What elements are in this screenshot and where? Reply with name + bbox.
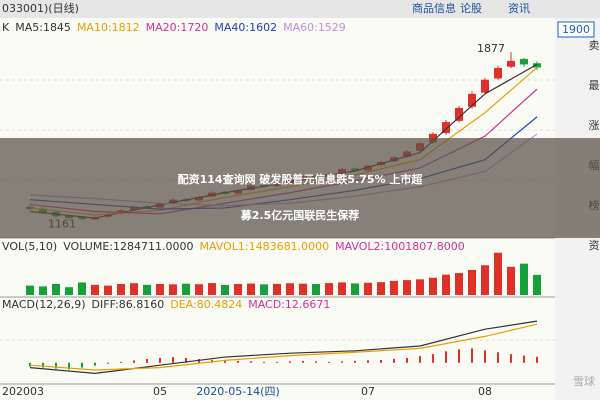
x-tick-label: 08 — [478, 385, 492, 398]
volume-bar — [468, 269, 476, 295]
legend-entry: VOLUME:1284711.0000 — [63, 240, 193, 253]
volume-bar — [260, 284, 268, 295]
volume-bar — [351, 283, 359, 295]
volume-bar — [52, 284, 60, 295]
candle-body — [442, 122, 450, 134]
candle-body — [494, 67, 502, 79]
volume-bar — [26, 285, 34, 295]
volume-bar — [221, 284, 229, 295]
legend-entry: MAVOL2:1001807.8000 — [335, 240, 465, 253]
volume-bar — [273, 283, 281, 295]
headline: 配资114查询网 破发股普元信息跌5.75% 上市超 — [178, 172, 424, 186]
volume-bar — [234, 284, 242, 295]
volume-bar — [481, 265, 489, 295]
volume-bar — [169, 284, 177, 295]
volume-bar — [195, 284, 203, 295]
legend-entry: MACD(12,26,9) — [2, 298, 86, 311]
volume-bar — [338, 282, 346, 295]
headline-band — [0, 138, 600, 238]
tab[interactable]: 资讯 — [508, 2, 530, 15]
volume-bar — [39, 286, 47, 295]
volume-bar — [403, 280, 411, 295]
volume-bar — [507, 266, 515, 295]
candle-body — [520, 59, 528, 65]
sidebar-item[interactable]: 涨 — [589, 119, 600, 132]
macd-line — [29, 320, 538, 374]
legend-entry: MA60:1529 — [283, 21, 346, 34]
volume-bar — [377, 282, 385, 295]
legend-entry: MA20:1720 — [146, 21, 209, 34]
candle-body — [481, 79, 489, 93]
x-tick-label: 05 — [153, 385, 167, 398]
x-tick-label: 2020-05-14(四) — [196, 385, 280, 398]
watermark: 雪球 — [573, 374, 595, 388]
legend-entry: DEA:80.4824 — [170, 298, 242, 311]
macd-line — [29, 323, 538, 371]
tab[interactable]: 商品信息 — [412, 1, 456, 15]
volume-bar — [130, 283, 138, 295]
volume-bar — [494, 252, 502, 295]
volume-bar — [325, 283, 333, 295]
legend-entry: MA10:1812 — [77, 21, 140, 34]
volume-bar — [312, 284, 320, 295]
volume-bar — [78, 282, 86, 295]
volume-bar — [429, 277, 437, 295]
legend-entry: MAVOL1:1483681.0000 — [199, 240, 329, 253]
volume-bar — [208, 283, 216, 295]
volume-bar — [390, 280, 398, 295]
headline: 募2.5亿元国联民生保荐 — [240, 208, 360, 222]
candle-body — [455, 107, 463, 121]
legend-entry: VOL(5,10) — [2, 240, 57, 253]
volume-bar — [364, 282, 372, 295]
annotation: 1877 — [477, 42, 505, 55]
legend-entry: MA5:1845 — [15, 21, 71, 34]
title-bar — [0, 0, 600, 18]
candle-body — [468, 93, 476, 107]
legend-entry: MACD:12.6671 — [248, 298, 330, 311]
x-tick-label: 07 — [361, 385, 375, 398]
sidebar-item[interactable]: 最 — [589, 79, 600, 92]
sidebar-item[interactable]: 资 — [589, 239, 600, 252]
volume-bar — [533, 274, 541, 295]
volume-bar — [520, 263, 528, 295]
volume-bar — [299, 283, 307, 295]
price-box — [557, 21, 595, 38]
volume-bar — [143, 284, 151, 295]
volume-bar — [286, 283, 294, 295]
x-tick-label: 202003 — [2, 385, 44, 398]
legend-entry: DIFF:86.8160 — [92, 298, 165, 311]
volume-bar — [182, 283, 190, 295]
candle-body — [533, 63, 541, 68]
price-box-text: 1900 — [562, 23, 590, 36]
volume-bar — [416, 279, 424, 295]
candle-body — [507, 60, 515, 67]
volume-bar — [91, 284, 99, 295]
window-title: 033001)(日线) — [2, 1, 79, 15]
volume-bar — [247, 283, 255, 295]
volume-bar — [442, 274, 450, 295]
volume-bar — [156, 284, 164, 295]
volume-bar — [117, 284, 125, 295]
tab[interactable]: 论股 — [460, 1, 482, 15]
legend-entry: K — [2, 21, 10, 34]
volume-bar — [65, 287, 73, 295]
volume-bar — [455, 273, 463, 295]
volume-bar — [104, 285, 112, 295]
sidebar-item[interactable]: 卖 — [589, 39, 600, 52]
legend-entry: MA40:1602 — [214, 21, 277, 34]
